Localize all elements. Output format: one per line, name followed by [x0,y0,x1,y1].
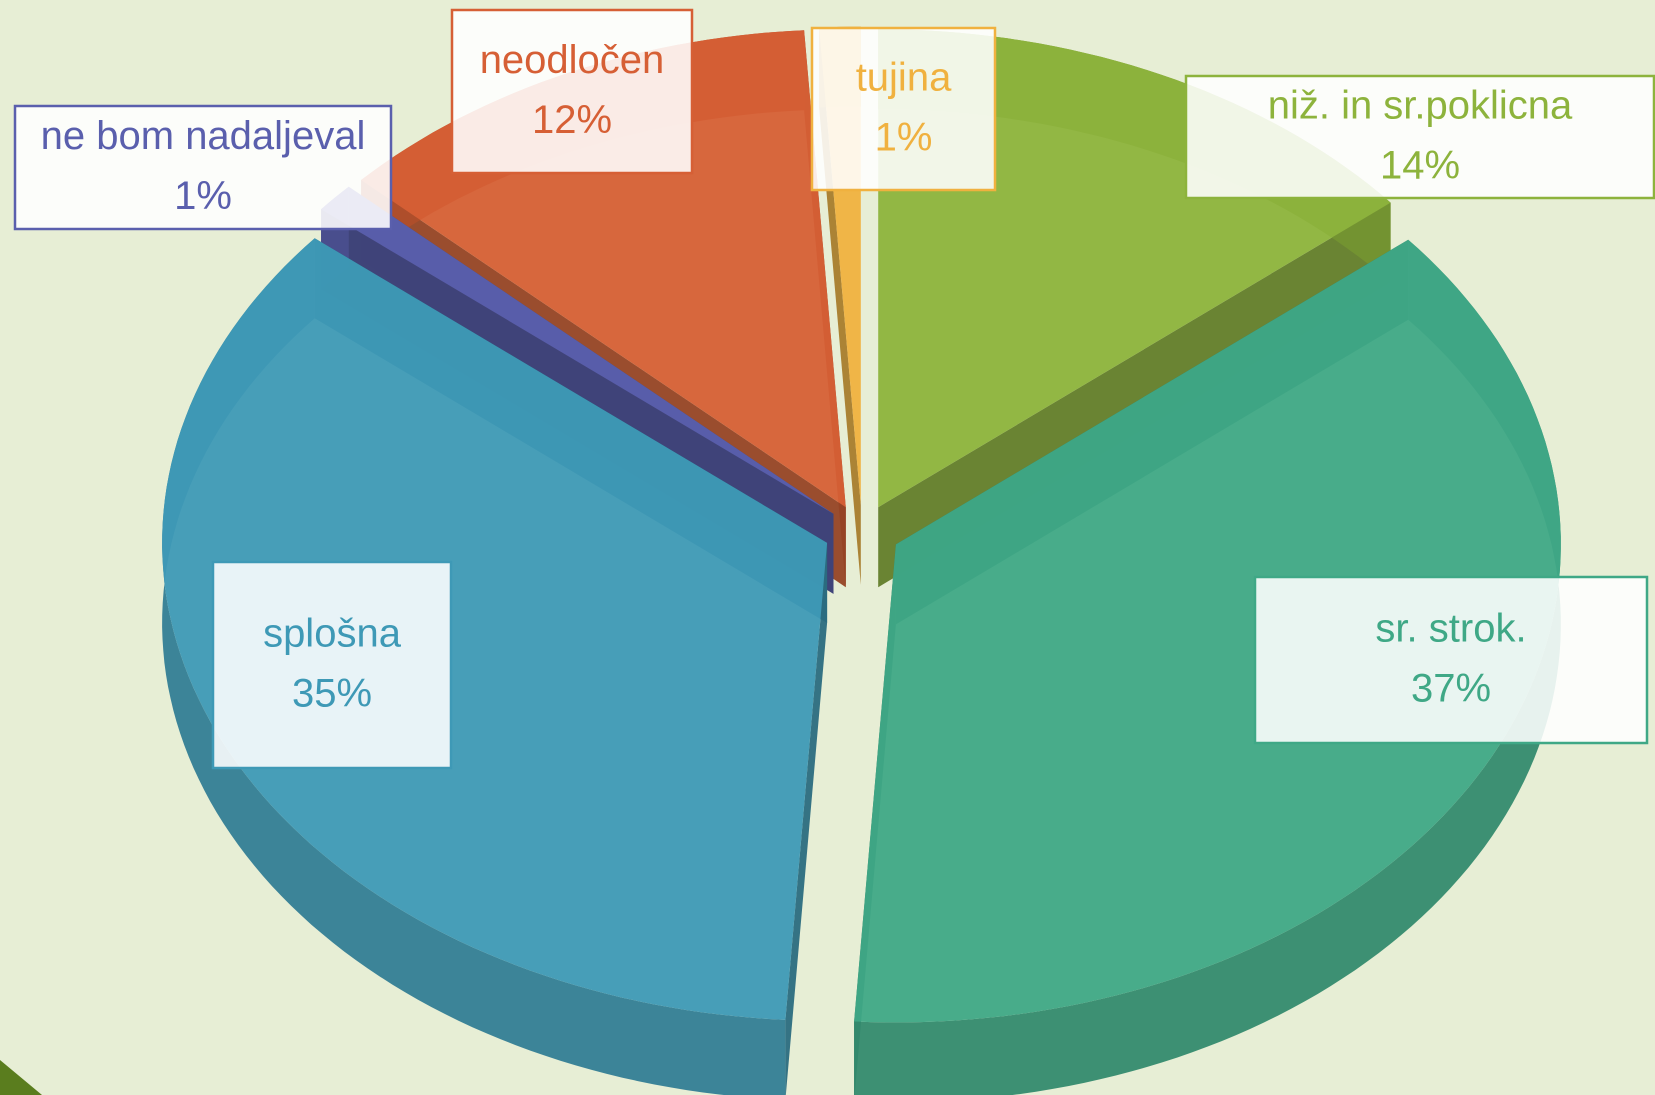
slice-label: niž. in sr.poklicna [1268,84,1573,128]
label-box [1184,74,1655,200]
slice-top [854,239,1561,1023]
slice-cut-face [785,542,828,1095]
slice-value-label: 37% [1411,667,1491,711]
label-box [211,560,453,770]
slice-value-label: 1% [875,116,933,160]
corner-decoration [0,1060,42,1095]
slice-value-label: 1% [174,174,232,218]
slice-label: ne bom nadaljeval [41,114,366,158]
slice-top [162,238,828,1020]
slice-value-label: 14% [1380,144,1460,188]
slice-value-label: 35% [292,672,372,716]
slice-label: sr. strok. [1375,607,1526,651]
slice-value-label: 12% [532,98,612,142]
slice-label: tujina [856,56,952,100]
slice-label: neodločen [480,38,665,82]
slice-side-wall [162,238,786,1095]
slice [854,239,1561,1095]
label-box [810,26,997,192]
label-box [450,8,694,175]
slice [162,238,828,1095]
slice-side-wall [854,239,1561,1095]
label-box [13,104,393,231]
label-box [1253,575,1649,745]
slice-label: splošna [263,612,402,656]
slice-top [321,186,834,514]
